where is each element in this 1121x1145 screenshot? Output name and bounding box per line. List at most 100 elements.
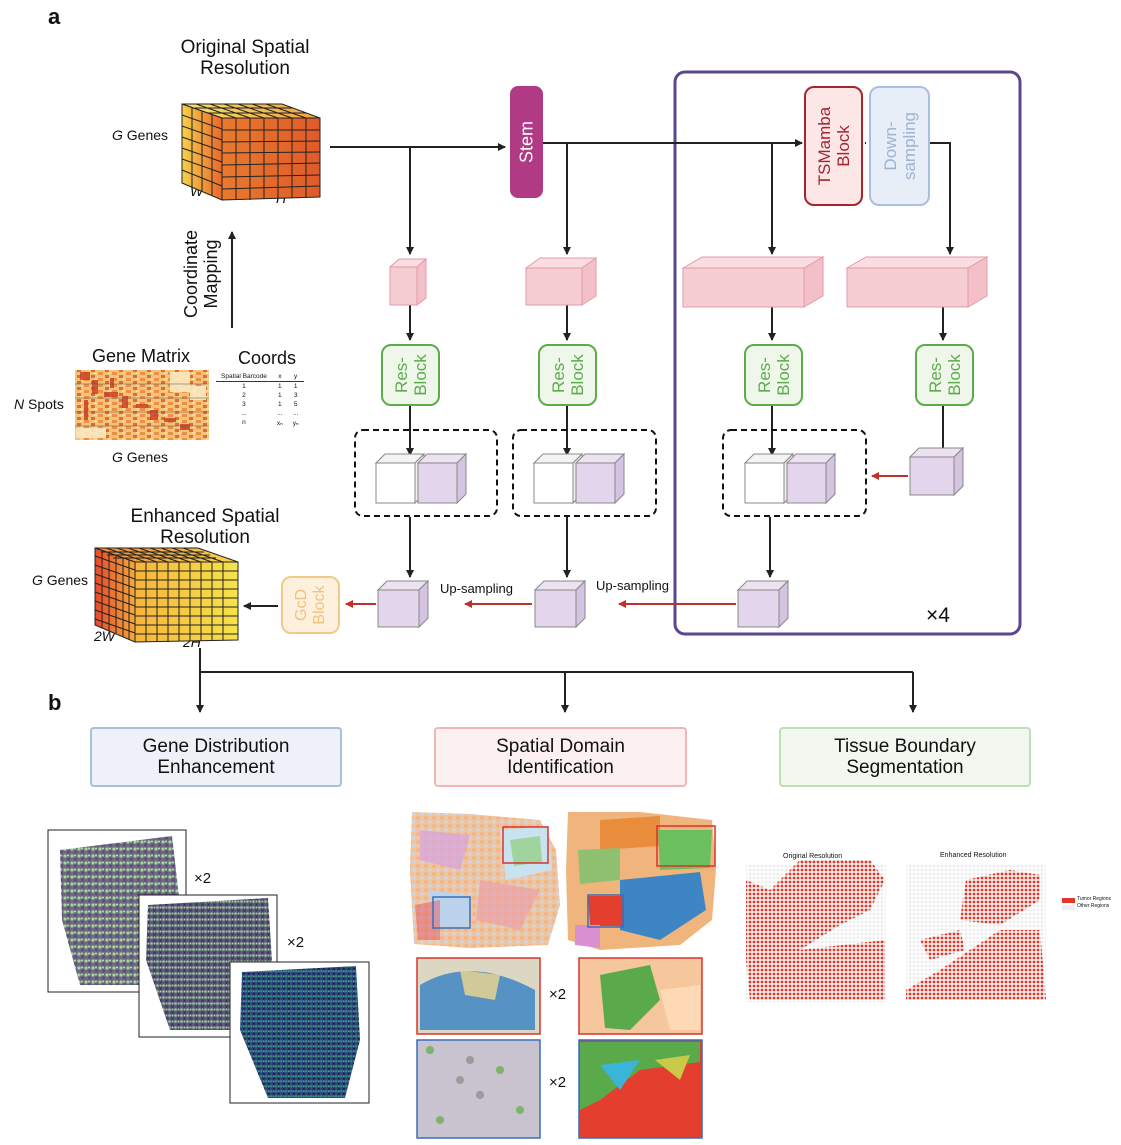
- feature-cube-3: [681, 256, 825, 308]
- coords-cell: ...: [292, 410, 299, 417]
- task-spatial-line1: Spatial Domain: [496, 736, 625, 757]
- legend-other-swatch: [1062, 905, 1075, 910]
- gene-image-3: [229, 961, 370, 1104]
- coords-cell: 1: [278, 401, 282, 408]
- enhanced-resolution-cube: [94, 547, 239, 643]
- stem-block: Stem: [510, 86, 543, 198]
- task-tissue-line1: Tissue Boundary: [834, 736, 976, 757]
- original-resolution-title: Original Spatial Resolution: [150, 37, 340, 79]
- zoom-crop-2: [578, 957, 703, 1035]
- task-tissue-line2: Segmentation: [846, 757, 964, 778]
- panel-label-a: a: [48, 4, 61, 29]
- gene-matrix-heatmap: [75, 370, 209, 440]
- repeat-x4-frame: [673, 70, 1022, 636]
- gene-matrix-title: Gene Matrix: [92, 346, 191, 366]
- original-title-line2: Resolution: [200, 58, 290, 79]
- x2-gene-2: ×2: [287, 934, 305, 951]
- task-spatial-line2: Identification: [507, 757, 614, 778]
- feature-cube-1: [388, 257, 428, 307]
- coords-cell: ...: [241, 410, 247, 417]
- brain1-red-box: [502, 826, 549, 864]
- brain-image-1: [410, 812, 560, 948]
- coords-row: 2 1 3: [216, 391, 304, 400]
- matrix-genes-word: Genes: [126, 449, 169, 465]
- enhanced-title-line2: Resolution: [160, 527, 250, 548]
- coords-title: Coords: [238, 348, 297, 368]
- coords-cell: 1: [278, 392, 282, 399]
- coords-cell: 3: [293, 392, 298, 399]
- coords-header-x: x: [271, 372, 288, 382]
- genes-g: G: [112, 127, 123, 143]
- coords-table: Spatial Barcode x y 1 1 1 2 1 3 3 1 5 ........…: [216, 372, 304, 427]
- enhanced-resolution-title: Enhanced Spatial Resolution: [110, 506, 300, 548]
- coords-cell: 5: [293, 401, 298, 408]
- enhanced-resolution-caption: Enhanced Resolution: [940, 852, 1007, 859]
- concat-box-1: [354, 429, 498, 517]
- task-gene-line1: Gene Distribution: [142, 736, 290, 757]
- zoom-crop-1: [416, 957, 541, 1035]
- zoom-crop-3: [416, 1039, 541, 1139]
- matrix-genes-g: G: [112, 449, 123, 465]
- brain2-red-box: [656, 825, 716, 867]
- repeat-times-label: ×4: [926, 604, 950, 627]
- coords-cell: 3: [242, 401, 246, 408]
- upsampling-label-1: Up-sampling: [440, 581, 513, 596]
- coords-cell: 1: [293, 383, 298, 390]
- tissue-image-original: [746, 860, 886, 1002]
- resblock-1: Res- Block: [381, 344, 440, 406]
- zoom-crop-4: [578, 1039, 703, 1139]
- matrix-genes-label: G Genes: [112, 449, 168, 465]
- panel-label-b: b: [48, 690, 62, 715]
- original-genes-label: G Genes: [112, 127, 168, 143]
- tsmamba-block: TSMamba Block: [804, 86, 863, 206]
- brain1-blue-box: [432, 896, 471, 929]
- upsampling-label-2: Up-sampling: [596, 578, 669, 593]
- resblock-4: Res- Block: [915, 344, 974, 406]
- gcd-block: GcD Block: [281, 576, 340, 634]
- n-spots-n: N: [14, 396, 25, 412]
- coords-cell: ...: [277, 410, 283, 417]
- legend-other-label: Other Regions: [1077, 903, 1110, 909]
- coords-cell: yₙ: [292, 419, 299, 427]
- n-spots-word: Spots: [28, 396, 64, 412]
- coords-row: .........: [216, 409, 304, 418]
- brain-image-2: [566, 812, 716, 950]
- original-resolution-caption: Original Resolution: [783, 853, 843, 860]
- coords-cell: 2: [242, 392, 246, 399]
- task-gene-line2: Enhancement: [157, 757, 275, 778]
- enhanced-genes-label: G Genes: [32, 572, 88, 588]
- genes-word: Genes: [126, 127, 169, 143]
- coords-cell: xₙ: [276, 419, 283, 427]
- coords-header-y: y: [287, 372, 304, 382]
- coords-cell: n: [242, 419, 246, 426]
- legend-tumor-label: Tumor Regions: [1077, 896, 1111, 902]
- task-tissue-boundary: Tissue Boundary Segmentation: [779, 727, 1031, 787]
- resblock-3: Res- Block: [744, 344, 803, 406]
- coords-header-barcode: Spatial Barcode: [216, 372, 272, 382]
- legend-tumor-swatch: [1062, 898, 1075, 903]
- coords-cell: 1: [278, 383, 282, 390]
- enhanced-title-line1: Enhanced Spatial: [130, 506, 280, 527]
- feature-cube-2: [524, 257, 598, 306]
- enhanced-genes-word: Genes: [46, 572, 89, 588]
- concat-box-2: [512, 429, 657, 517]
- w2-label: 2W: [94, 628, 115, 644]
- original-resolution-cube: [181, 103, 321, 201]
- resblock-2: Res- Block: [538, 344, 597, 406]
- task-gene-distribution: Gene Distribution Enhancement: [90, 727, 342, 787]
- downsampling-block: Down- sampling: [869, 86, 930, 206]
- original-title-line1: Original Spatial: [180, 37, 310, 58]
- enhanced-genes-g: G: [32, 572, 43, 588]
- feature-cube-4: [845, 256, 989, 308]
- tissue-image-enhanced: [906, 864, 1046, 1001]
- n-spots-label: N Spots: [14, 396, 64, 412]
- x2-spatial-2: ×2: [549, 1074, 567, 1091]
- task-spatial-domain: Spatial Domain Identification: [434, 727, 687, 787]
- brain2-blue-box: [587, 894, 624, 928]
- x2-spatial-1: ×2: [549, 986, 567, 1003]
- x2-gene-1: ×2: [194, 870, 212, 887]
- coords-row: n xₙ yₙ: [216, 418, 304, 427]
- coords-row: 3 1 5: [216, 400, 304, 409]
